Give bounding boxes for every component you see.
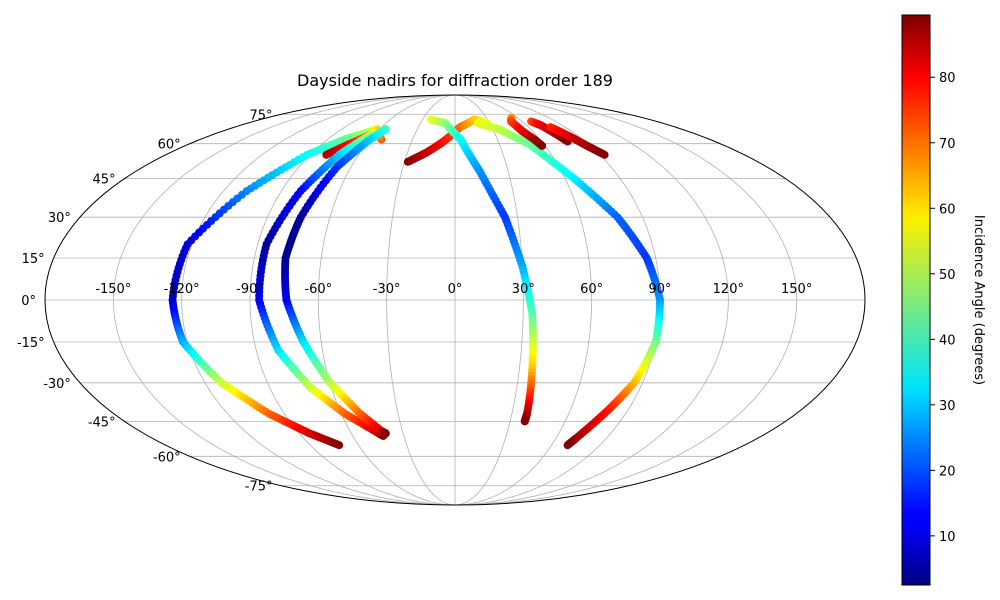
- data-point: [335, 441, 344, 450]
- latitude-tick-label: 30°: [48, 211, 71, 226]
- longitude-tick-label: 150°: [781, 282, 812, 297]
- colorbar-tick-label: 50: [939, 268, 956, 283]
- latitude-tick-label: -15°: [17, 336, 45, 351]
- latitude-tick-label: 15°: [22, 252, 45, 267]
- data-points: [168, 113, 664, 450]
- longitude-tick-label: 30°: [512, 282, 535, 297]
- latitude-tick-label: 0°: [21, 294, 36, 309]
- data-point: [600, 150, 609, 159]
- data-point: [520, 417, 529, 426]
- longitude-tick-label: 120°: [713, 282, 744, 297]
- longitude-tick-label: -30°: [373, 282, 401, 297]
- longitude-tick-label: 60°: [580, 282, 603, 297]
- colorbar-tick-label: 20: [939, 464, 956, 479]
- chart-title: Dayside nadirs for diffraction order 189: [297, 71, 613, 90]
- latitude-tick-label: -75°: [245, 480, 273, 495]
- longitude-tick-label: -150°: [95, 282, 131, 297]
- colorbar-tick-label: 10: [939, 530, 956, 545]
- latitude-tick-labels: -75° -60° -45° -30° -15° 0° 15° 30° 45° 60° 75°: [17, 108, 273, 494]
- colorbar-tick-label: 30: [939, 399, 956, 414]
- longitude-tick-label: -90°: [236, 282, 264, 297]
- latitude-tick-label: -30°: [43, 377, 71, 392]
- colorbar-tick-label: 80: [939, 71, 956, 86]
- colorbar-tick-label: 70: [939, 137, 956, 152]
- latitude-tick-label: -60°: [153, 450, 181, 465]
- map-boundary: [44, 94, 866, 506]
- colorbar-label: Incidence Angle (degrees): [971, 215, 986, 385]
- latitude-tick-label: -45°: [88, 415, 116, 430]
- latitude-tick-label: 75°: [249, 108, 272, 123]
- data-point: [538, 141, 547, 150]
- longitude-tick-label: -60°: [304, 282, 332, 297]
- latitude-tick-label: 45°: [93, 173, 116, 188]
- longitude-tick-labels: -150° -120° -90° -60° -30° 0° 30° 60° 90° 120° 150…: [95, 282, 812, 297]
- colorbar-tick-label: 60: [939, 202, 956, 217]
- colorbar-ticks: 10 20 30 40 50 60 70 80: [930, 71, 956, 545]
- latitude-tick-label: 60°: [158, 138, 181, 153]
- colorbar-gradient: [901, 14, 931, 586]
- longitude-tick-label: -120°: [164, 282, 200, 297]
- data-point: [563, 441, 572, 450]
- longitude-tick-label: 90°: [648, 282, 671, 297]
- data-point: [381, 429, 390, 438]
- longitude-tick-label: 0°: [448, 282, 463, 297]
- colorbar: 10 20 30 40 50 60 70 80 Incidence Angle (degree…: [901, 14, 986, 586]
- colorbar-tick-label: 40: [939, 333, 956, 348]
- graticule: [45, 95, 865, 505]
